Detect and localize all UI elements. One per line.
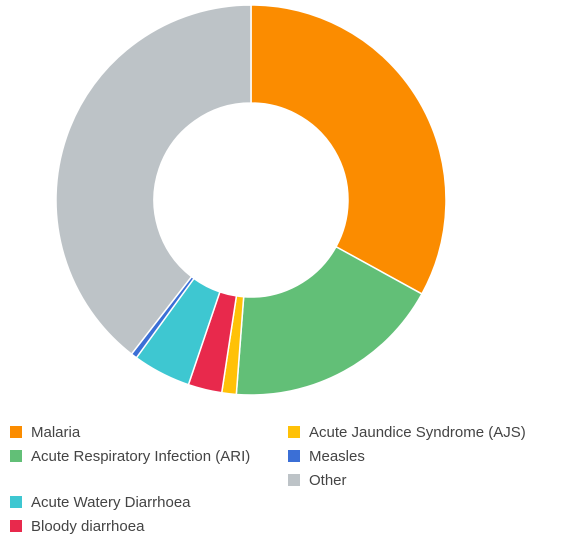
slice: [235, 245, 423, 396]
legend-item[interactable]: Acute Jaundice Syndrome (AJS): [288, 421, 538, 445]
legend-item[interactable]: Bloody diarrhoea: [10, 515, 260, 539]
legend-label: Acute Watery Diarrhoea: [31, 494, 191, 511]
legend-label: Other: [309, 472, 347, 489]
legend-swatch: [288, 474, 300, 486]
legend-swatch: [10, 450, 22, 462]
slice: [55, 4, 252, 356]
legend-swatch: [10, 520, 22, 532]
legend-item[interactable]: Acute Watery Diarrhoea: [10, 491, 260, 515]
slice: [250, 4, 447, 295]
legend-item[interactable]: Acute Respiratory Infection (ARI): [10, 445, 260, 469]
legend-label: Malaria: [31, 424, 81, 441]
legend-swatch: [288, 450, 300, 462]
doughnut: [55, 4, 447, 396]
legend-item[interactable]: Measles: [288, 445, 538, 469]
legend-label: Measles: [309, 448, 365, 465]
legend-swatch: [10, 426, 22, 438]
legend-item[interactable]: Malaria: [10, 421, 260, 445]
legend-swatch: [10, 496, 22, 508]
legend-label: Bloody diarrhoea: [31, 518, 145, 535]
legend-item[interactable]: Other: [288, 469, 538, 493]
legend-label: Acute Jaundice Syndrome (AJS): [309, 424, 526, 441]
legend-swatch: [288, 426, 300, 438]
legend-label: Acute Respiratory Infection (ARI): [31, 448, 251, 465]
